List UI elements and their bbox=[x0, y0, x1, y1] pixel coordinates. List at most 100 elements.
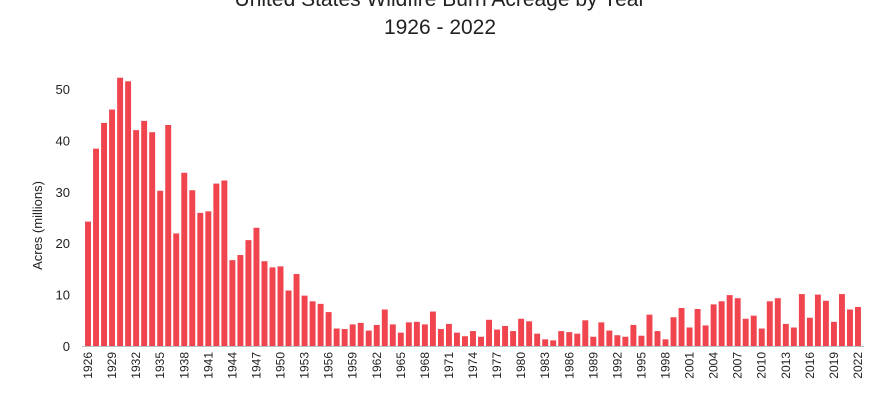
bar-2020 bbox=[838, 294, 845, 346]
bar-1932 bbox=[133, 130, 140, 346]
bar-2004 bbox=[710, 304, 717, 346]
bar-1938 bbox=[181, 172, 188, 346]
x-tick-label: 1968 bbox=[418, 352, 432, 379]
bar-1944 bbox=[229, 260, 236, 346]
bar-2010 bbox=[758, 328, 765, 346]
bar-1946 bbox=[245, 240, 252, 346]
bar-1976 bbox=[486, 319, 493, 346]
bar-1990 bbox=[598, 322, 605, 346]
bar-1996 bbox=[646, 314, 653, 346]
x-tick-label: 2010 bbox=[755, 352, 769, 379]
bar-1979 bbox=[510, 331, 517, 346]
bar-1948 bbox=[261, 261, 268, 346]
x-tick-label: 1926 bbox=[81, 352, 95, 379]
x-tick-label: 1995 bbox=[634, 352, 648, 379]
bar-2002 bbox=[694, 308, 701, 346]
bar-1945 bbox=[237, 255, 244, 346]
bar-2007 bbox=[734, 298, 741, 346]
bar-1972 bbox=[453, 332, 460, 346]
bar-2009 bbox=[750, 315, 757, 346]
bar-2012 bbox=[774, 298, 781, 346]
bar-1937 bbox=[173, 233, 180, 346]
bar-1978 bbox=[502, 325, 509, 346]
bar-1987 bbox=[574, 333, 581, 346]
x-tick-label: 2004 bbox=[707, 352, 721, 379]
bar-2006 bbox=[726, 295, 733, 346]
bar-1988 bbox=[582, 320, 589, 346]
bar-2019 bbox=[830, 321, 837, 346]
bar-2022 bbox=[855, 306, 861, 346]
bar-1983 bbox=[542, 339, 549, 346]
bar-2003 bbox=[702, 325, 709, 346]
bar-1960 bbox=[357, 322, 364, 346]
bar-1982 bbox=[534, 333, 541, 346]
x-tick-label: 1944 bbox=[225, 352, 239, 379]
bar-2000 bbox=[678, 307, 685, 346]
bar-1953 bbox=[301, 295, 308, 346]
bar-1974 bbox=[470, 331, 476, 346]
x-tick-label: 1974 bbox=[466, 352, 480, 379]
bar-1992 bbox=[614, 335, 621, 346]
bar-1952 bbox=[293, 274, 300, 346]
bar-1975 bbox=[478, 336, 484, 346]
bar-2013 bbox=[782, 323, 789, 346]
bar-1994 bbox=[630, 324, 637, 346]
bar-1935 bbox=[157, 190, 164, 346]
bar-1961 bbox=[365, 330, 372, 346]
bar-1942 bbox=[213, 183, 220, 346]
bar-1980 bbox=[518, 318, 525, 346]
bar-1943 bbox=[221, 180, 228, 346]
bar-1969 bbox=[429, 311, 436, 346]
bar-1973 bbox=[462, 336, 468, 346]
x-tick-label: 1932 bbox=[129, 352, 143, 379]
bar-1927 bbox=[93, 148, 99, 346]
x-tick-label: 1998 bbox=[658, 352, 672, 379]
x-tick-label: 1929 bbox=[105, 352, 119, 379]
y-axis: 0 10 20 30 40 50 bbox=[56, 82, 70, 354]
bar-1939 bbox=[189, 190, 196, 346]
x-tick-label: 2007 bbox=[731, 352, 745, 379]
bar-2014 bbox=[790, 327, 797, 346]
bar-1991 bbox=[606, 330, 613, 346]
x-tick-label: 1965 bbox=[394, 352, 408, 379]
x-tick-label: 2019 bbox=[827, 352, 841, 379]
bar-2008 bbox=[742, 318, 749, 346]
bar-1930 bbox=[117, 77, 124, 346]
bar-1954 bbox=[309, 301, 316, 346]
x-tick-label: 2013 bbox=[779, 352, 793, 379]
y-tick-label: 40 bbox=[56, 133, 70, 148]
bar-1957 bbox=[333, 328, 340, 346]
x-tick-label: 1938 bbox=[177, 352, 191, 379]
bar-1947 bbox=[253, 227, 260, 346]
x-axis: 1926 1929 1932 1935 1938 1941 1944 1947 1950 1953… bbox=[81, 352, 865, 379]
x-tick-label: 1983 bbox=[538, 352, 552, 379]
bar-1931 bbox=[125, 81, 132, 346]
y-tick-label: 20 bbox=[56, 236, 70, 251]
bar-1951 bbox=[285, 290, 292, 346]
bar-1977 bbox=[494, 329, 501, 346]
x-tick-label: 1986 bbox=[562, 352, 576, 379]
bar-2018 bbox=[822, 300, 829, 346]
bar-2017 bbox=[814, 294, 821, 346]
bar-1956 bbox=[325, 312, 332, 346]
bar-1949 bbox=[269, 267, 276, 346]
x-tick-label: 1950 bbox=[274, 352, 288, 379]
bar-1933 bbox=[141, 120, 148, 347]
x-tick-label: 1953 bbox=[298, 352, 312, 379]
bar-1963 bbox=[381, 309, 388, 346]
bar-1985 bbox=[558, 331, 565, 346]
bar-series bbox=[85, 77, 861, 347]
x-tick-label: 1962 bbox=[370, 352, 384, 379]
bar-2015 bbox=[798, 294, 805, 346]
x-tick-label: 1992 bbox=[610, 352, 624, 379]
x-tick-label: 2016 bbox=[803, 352, 817, 379]
bar-1984 bbox=[550, 340, 557, 346]
y-tick-label: 50 bbox=[56, 82, 70, 97]
bar-1965 bbox=[397, 332, 404, 346]
bar-1962 bbox=[373, 324, 380, 346]
bar-1967 bbox=[413, 321, 420, 346]
bar-1934 bbox=[149, 132, 156, 346]
bar-1966 bbox=[405, 322, 412, 346]
bar-1959 bbox=[349, 324, 356, 346]
